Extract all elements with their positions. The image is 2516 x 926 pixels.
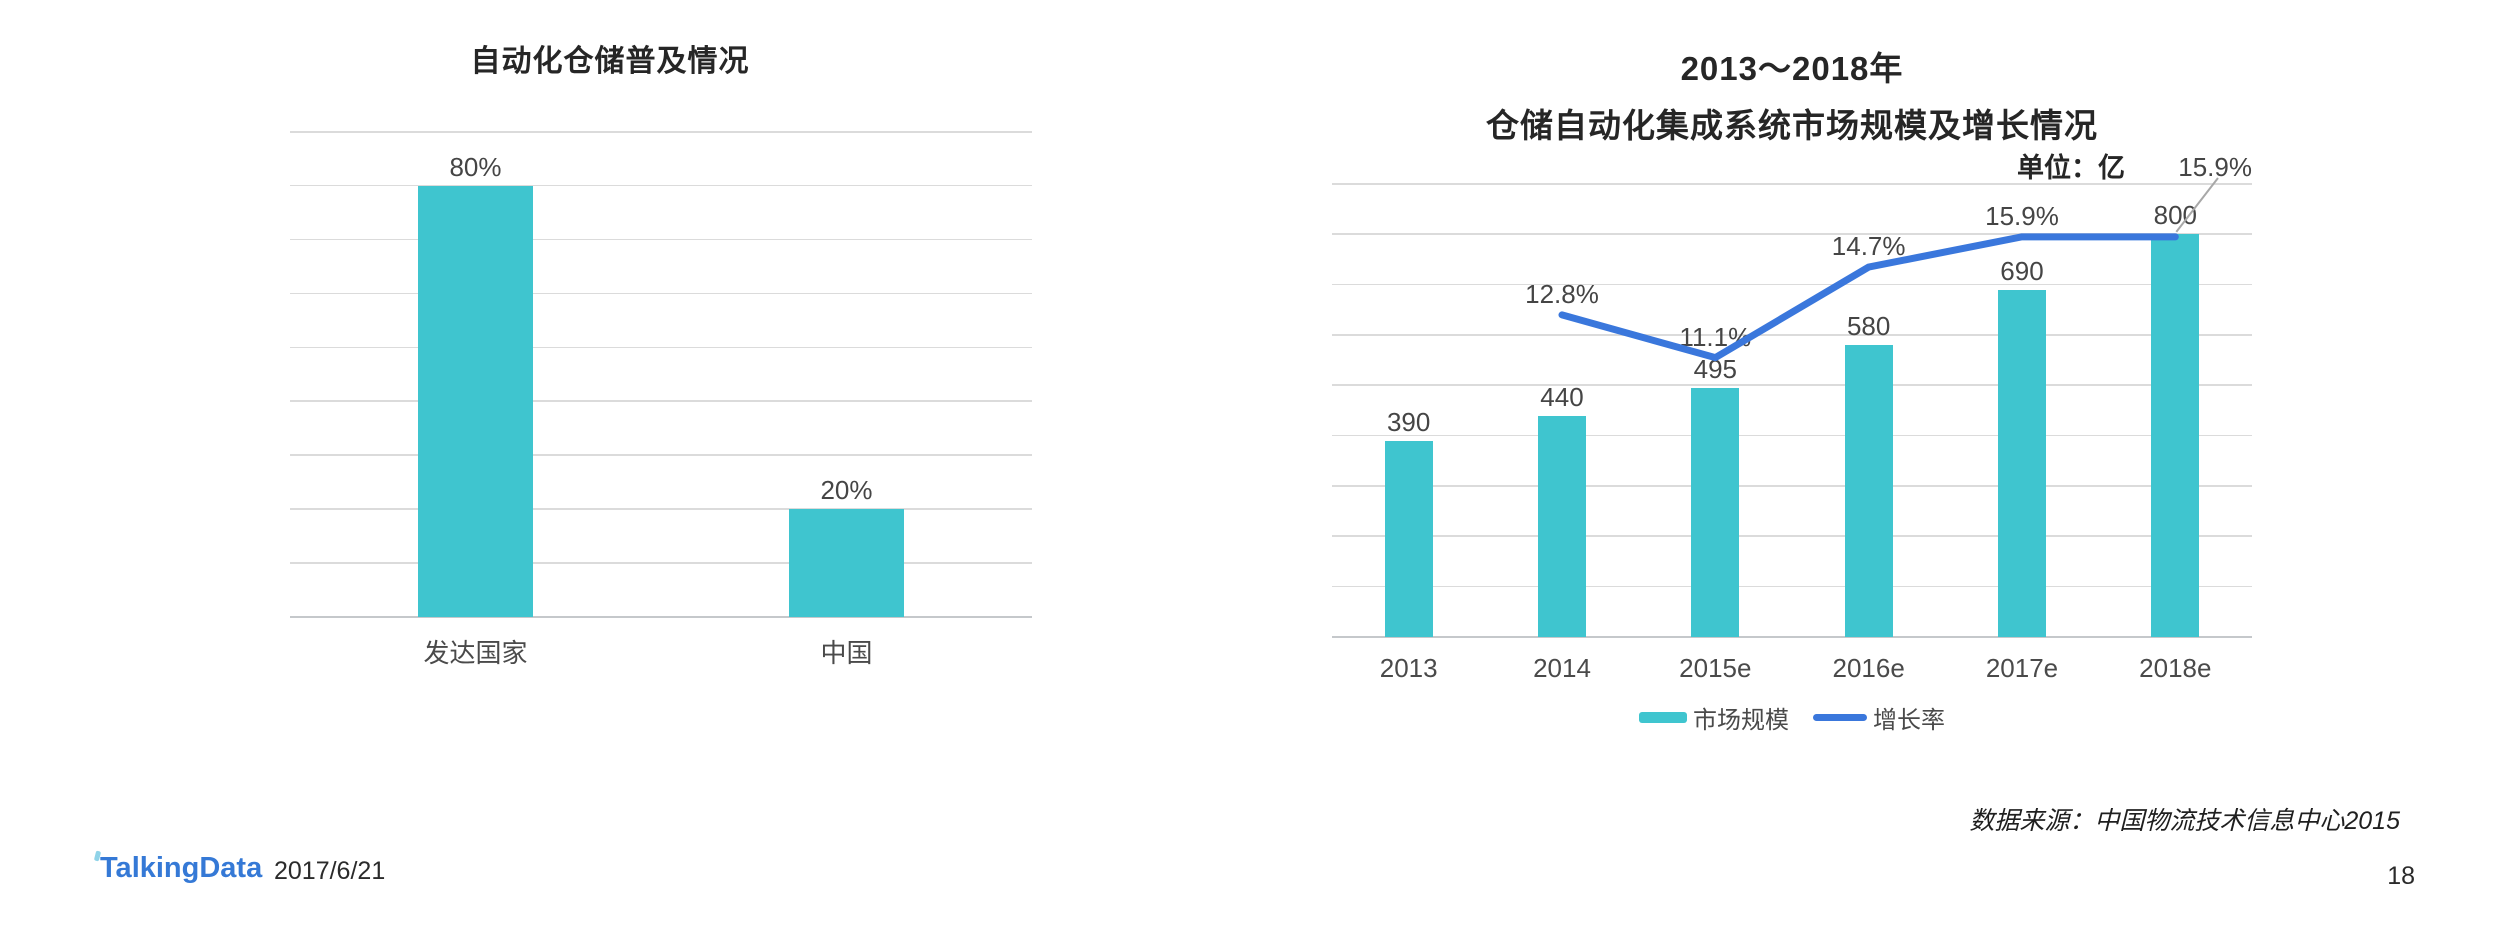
category-label: 2015e — [1679, 653, 1752, 683]
line-point-label: 15.9% — [1985, 200, 2059, 231]
gridline — [290, 238, 1032, 241]
category-label: 2018e — [2139, 653, 2212, 683]
bar-2014 — [1538, 415, 1586, 637]
bar-value-label: 390 — [1386, 406, 1431, 437]
talkingdata-logo: TalkingData — [100, 852, 263, 884]
gridline — [1332, 283, 2252, 286]
category-label: 中国 — [820, 638, 873, 668]
growth-rate-line — [1558, 233, 2179, 362]
gridline — [290, 346, 1032, 349]
bar-2015e — [1691, 387, 1740, 637]
bar-2016e — [1844, 345, 1893, 637]
gridline — [1332, 434, 2252, 437]
gridline — [290, 562, 1032, 564]
right-chart-legend: 市场规模 增长率 — [1332, 700, 2252, 735]
legend-bar-swatch — [1639, 712, 1687, 723]
bar-2018e — [2151, 234, 2200, 637]
gridline — [290, 184, 1032, 187]
gridline — [1332, 535, 2252, 537]
callout-growth-label: 15.9% — [2178, 152, 2252, 182]
bar-value-label: 80% — [449, 151, 502, 182]
gridline — [1332, 183, 2252, 185]
line-point-label: 12.8% — [1525, 278, 1599, 309]
gridline — [290, 400, 1032, 402]
right-chart-plot: 390 2013 440 2014 495 2015e 580 2016e 690 2017e 80… — [1332, 177, 2252, 683]
bar-2013 — [1384, 440, 1433, 637]
gridline — [290, 508, 1032, 510]
x-axis-line — [1332, 636, 2252, 638]
gridline — [1332, 384, 2252, 386]
data-source-note: 数据来源：中国物流技术信息中心2015 — [1969, 807, 2400, 835]
bar-value-label: 20% — [820, 475, 873, 506]
gridline — [290, 292, 1032, 295]
line-point-label: 14.7% — [1831, 231, 1906, 262]
bar-2017e — [1998, 289, 2046, 637]
gridline — [1332, 334, 2252, 336]
bar-中国 — [789, 509, 904, 617]
right-chart-subtitle: 仓储自动化集成系统市场规模及增长情况 — [1486, 107, 2098, 144]
category-label: 2014 — [1533, 653, 1591, 683]
bar-发达国家 — [418, 185, 533, 617]
category-label: 2016e — [1832, 653, 1905, 683]
growth-line-svg — [1558, 177, 2219, 362]
category-label: 2013 — [1379, 653, 1438, 683]
left-chart-title: 自动化仓储普及情况 — [470, 45, 750, 78]
left-chart-plot: 80% 发达国家 20% 中国 — [290, 131, 1032, 668]
callout-leader-line — [2175, 177, 2219, 233]
bar-value-label: 690 — [2000, 255, 2044, 286]
gridline — [1332, 233, 2252, 235]
legend-line-swatch — [1813, 714, 1867, 721]
bar-value-label: 580 — [1846, 311, 1891, 342]
bar-value-label: 440 — [1540, 381, 1584, 412]
right-chart-title: 2013～2018年 — [1680, 50, 1904, 87]
x-axis-line — [290, 616, 1032, 618]
gridline — [290, 131, 1032, 133]
legend-line-label: 增长率 — [1873, 707, 1945, 734]
page-number: 18 — [2387, 862, 2415, 890]
unit-label: 单位：亿 — [2017, 153, 2125, 183]
gridline — [290, 454, 1032, 456]
category-label: 2017e — [1985, 653, 2059, 683]
slide-date: 2017/6/21 — [274, 857, 386, 885]
gridline — [1332, 485, 2252, 487]
category-label: 发达国家 — [423, 638, 528, 668]
legend-bar-label: 市场规模 — [1693, 707, 1789, 734]
gridline — [1332, 585, 2252, 588]
